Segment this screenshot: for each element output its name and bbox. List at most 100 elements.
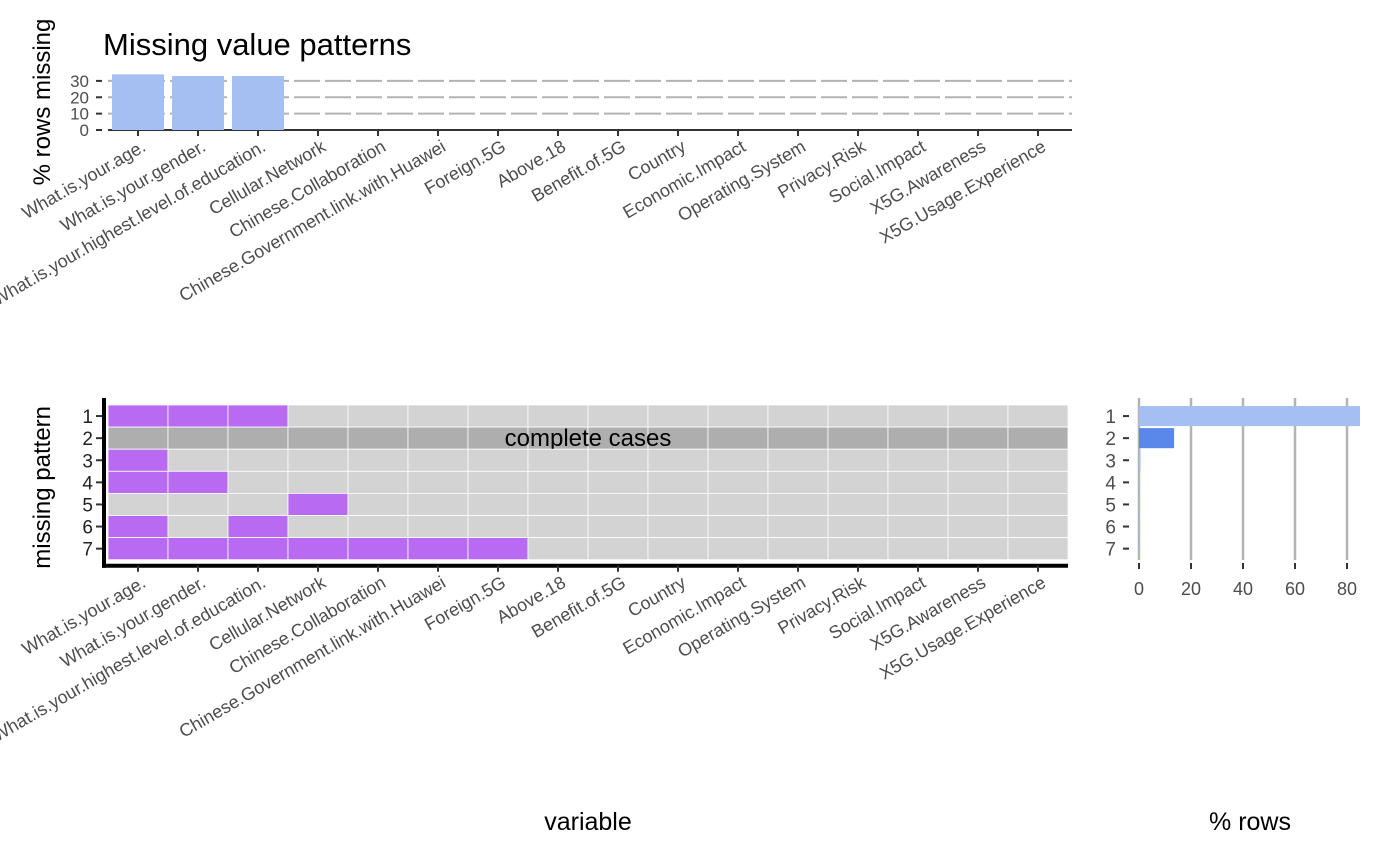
heatmap-cell (107, 404, 169, 428)
heatmap-cell (347, 492, 409, 516)
right-x-tick-label: 20 (1181, 579, 1201, 599)
heatmap-cell (287, 515, 349, 539)
heatmap-cell (947, 470, 1009, 494)
heatmap-cell (707, 537, 769, 561)
top-y-tick-label: 20 (70, 88, 89, 107)
heatmap-cell (707, 404, 769, 428)
heatmap-row-label: 7 (82, 540, 93, 561)
heatmap-cell (1007, 492, 1069, 516)
right-y-tick-label: 4 (1105, 473, 1116, 494)
right-pattern-bar (1139, 406, 1360, 427)
heatmap-cell (227, 426, 289, 450)
complete-cases-label: complete cases (505, 425, 672, 452)
heatmap-cell (707, 492, 769, 516)
heatmap-cell (167, 404, 229, 428)
heatmap-cell (347, 537, 409, 561)
heatmap-cell (167, 515, 229, 539)
heatmap-cell (407, 404, 469, 428)
heatmap-cell (887, 492, 949, 516)
right-pattern-bar (1139, 494, 1140, 515)
heatmap-row-label: 1 (82, 407, 93, 428)
heatmap-cell (227, 470, 289, 494)
right-x-axis-title: % rows (1209, 808, 1291, 836)
heatmap-cell (887, 404, 949, 428)
right-pattern-bar (1139, 516, 1140, 537)
heatmap-cell (287, 448, 349, 472)
heatmap-cell (407, 537, 469, 561)
right-y-tick-label: 3 (1105, 451, 1116, 472)
heatmap-cell (947, 404, 1009, 428)
right-y-tick-label: 5 (1105, 495, 1116, 516)
heatmap-cell (467, 515, 529, 539)
heatmap-cell (1007, 426, 1069, 450)
heatmap-cell (287, 426, 349, 450)
heatmap-cell (827, 404, 889, 428)
right-pattern-bar (1139, 450, 1141, 471)
heatmap-cell (287, 537, 349, 561)
heatmap-cell (1007, 470, 1069, 494)
heatmap-cell (407, 515, 469, 539)
heatmap-cell (647, 470, 709, 494)
heatmap-cell (887, 426, 949, 450)
heatmap-row-label: 3 (82, 451, 93, 472)
heatmap-cell (1007, 404, 1069, 428)
right-pattern-bar (1139, 428, 1175, 449)
heatmap-cell (287, 470, 349, 494)
heatmap-cell (587, 537, 649, 561)
heatmap-cell (767, 470, 829, 494)
heatmap-cell (527, 448, 589, 472)
heatmap-cell (167, 470, 229, 494)
heatmap-cell (947, 426, 1009, 450)
heatmap-cell (1007, 515, 1069, 539)
heatmap-cell (827, 448, 889, 472)
heatmap-cell (227, 404, 289, 428)
heatmap-cell (527, 470, 589, 494)
heatmap-cell (107, 448, 169, 472)
heatmap-cell (827, 537, 889, 561)
heatmap-cell (827, 515, 889, 539)
heatmap-cell (467, 537, 529, 561)
heatmap-cell (707, 426, 769, 450)
heatmap-cell (587, 448, 649, 472)
heatmap-cell (767, 404, 829, 428)
heatmap-cell (767, 537, 829, 561)
heatmap-cell (947, 448, 1009, 472)
heatmap-cell (227, 492, 289, 516)
right-y-tick-label: 6 (1105, 518, 1116, 539)
heatmap-y-axis-title: missing pattern (29, 406, 56, 569)
heatmap-row-label: 4 (82, 473, 93, 494)
heatmap-cell (587, 492, 649, 516)
chart-title: Missing value patterns (103, 27, 411, 62)
heatmap-cell (767, 515, 829, 539)
heatmap-cell (347, 515, 409, 539)
heatmap-cell (407, 448, 469, 472)
heatmap-cell (827, 426, 889, 450)
top-missing-bar (232, 76, 284, 130)
heatmap-row-label: 5 (82, 495, 93, 516)
heatmap-cell (347, 470, 409, 494)
top-missing-bar (172, 76, 224, 130)
right-x-tick-label: 40 (1233, 579, 1253, 599)
heatmap-cell (707, 448, 769, 472)
heatmap-cell (947, 492, 1009, 516)
heatmap-row-label: 6 (82, 518, 93, 539)
heatmap-cell (407, 426, 469, 450)
heatmap-cell (827, 470, 889, 494)
heatmap-cell (527, 515, 589, 539)
heatmap-cell (227, 448, 289, 472)
heatmap-cell (1007, 537, 1069, 561)
right-pattern-bar (1139, 538, 1140, 559)
top-y-tick-label: 30 (70, 72, 89, 91)
heatmap-cell (467, 470, 529, 494)
heatmap-cell (347, 426, 409, 450)
heatmap-cell (947, 537, 1009, 561)
heatmap-row-label: 2 (82, 429, 93, 450)
heatmap-cell (347, 448, 409, 472)
heatmap-cell (887, 448, 949, 472)
heatmap-cell (647, 537, 709, 561)
heatmap-cell (647, 404, 709, 428)
heatmap-cell (167, 426, 229, 450)
right-y-tick-label: 1 (1105, 407, 1116, 428)
heatmap-cell (947, 515, 1009, 539)
